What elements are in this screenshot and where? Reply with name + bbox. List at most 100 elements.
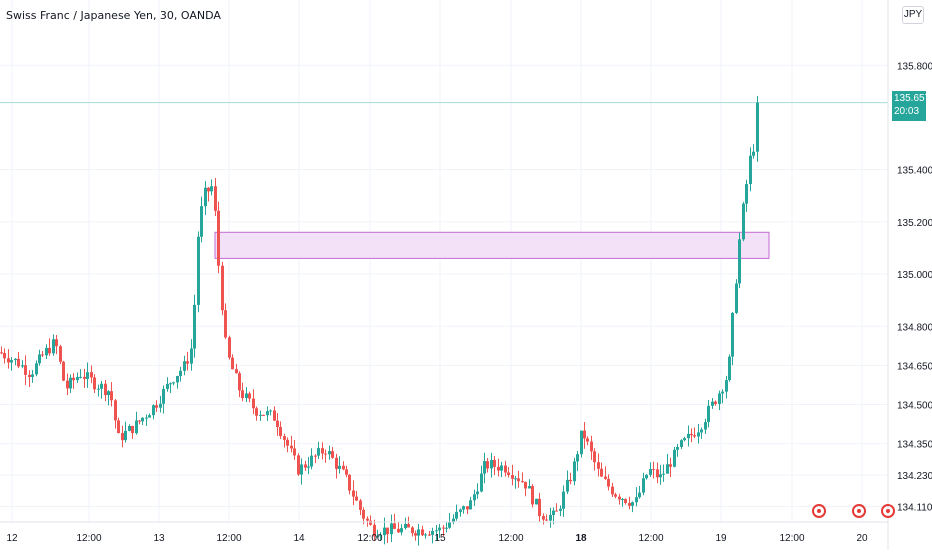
grid-lines xyxy=(0,0,888,522)
candle-body xyxy=(704,422,707,430)
candle-body xyxy=(352,490,355,497)
candle-body xyxy=(593,451,596,463)
candle-body xyxy=(338,465,341,469)
candle-body xyxy=(41,354,44,356)
candle-body xyxy=(652,469,655,471)
candle-body xyxy=(697,432,700,437)
price-axis[interactable]: 135.800 135.400 135.200 135.000 134.800 134.6… xyxy=(897,61,932,513)
candle-body xyxy=(166,383,169,389)
economic-event-icon[interactable] xyxy=(852,504,866,518)
candle-body xyxy=(500,465,503,471)
candle-body xyxy=(141,417,144,422)
candle-body xyxy=(480,473,483,492)
candle-body xyxy=(721,391,724,394)
candle-body xyxy=(21,365,24,367)
time-tick-label: 12 xyxy=(6,533,18,544)
candle-body xyxy=(476,491,479,495)
candle-body xyxy=(342,465,345,470)
candle-body xyxy=(321,448,324,454)
candle-body xyxy=(618,496,621,500)
candle-body xyxy=(462,506,465,510)
economic-event-icon[interactable] xyxy=(881,504,895,518)
candle-body xyxy=(604,476,607,479)
candle-body xyxy=(521,481,524,483)
candle-body xyxy=(386,527,389,535)
candle-body xyxy=(224,310,227,338)
candle-body xyxy=(552,510,555,515)
candle-body xyxy=(221,265,224,311)
candle-body xyxy=(183,361,186,371)
candle-body xyxy=(414,533,417,536)
candle-body xyxy=(628,502,631,506)
candle-body xyxy=(262,414,265,416)
time-tick-label: 12:00 xyxy=(779,533,804,544)
candle-body xyxy=(62,361,65,381)
candle-body xyxy=(600,468,603,477)
candle-body xyxy=(86,372,89,379)
candle-body xyxy=(31,374,34,377)
candle-body xyxy=(731,312,734,357)
candle-body xyxy=(131,425,134,434)
candle-body xyxy=(297,455,300,475)
candle-body xyxy=(400,528,403,533)
candle-body xyxy=(117,420,120,434)
time-tick-label: 15 xyxy=(434,533,446,544)
time-tick-label: 13 xyxy=(153,533,165,544)
candle-body xyxy=(656,469,659,478)
candle-body xyxy=(69,377,72,389)
candle-body xyxy=(52,339,55,354)
candle-body xyxy=(3,353,6,359)
economic-event-icon[interactable] xyxy=(812,504,826,518)
candle-body xyxy=(235,369,238,374)
candle-body xyxy=(210,186,213,192)
candle-body xyxy=(514,478,517,480)
candle-body xyxy=(35,363,38,375)
candle-body xyxy=(390,523,393,535)
candle-body xyxy=(642,478,645,493)
candle-body xyxy=(172,382,175,384)
candle-body xyxy=(317,448,320,456)
candle-body xyxy=(687,433,690,439)
candle-body xyxy=(259,414,262,416)
candle-body xyxy=(438,527,441,531)
symbol-title: Swiss Franc / Japanese Yen, 30, OANDA xyxy=(6,9,221,22)
candle-body xyxy=(252,398,255,409)
candle-body xyxy=(725,380,728,392)
candle-body xyxy=(307,466,310,468)
candle-body xyxy=(45,347,48,356)
candle-body xyxy=(745,184,748,204)
candle-body xyxy=(714,401,717,404)
candle-body xyxy=(676,446,679,450)
candle-body xyxy=(90,372,93,378)
candle-body xyxy=(359,500,362,510)
candle-body xyxy=(28,374,31,377)
candle-body xyxy=(528,486,531,489)
time-axis[interactable]: 12 12:00 13 12:00 14 12:00 15 12:00 18 12:00 19 12:… xyxy=(6,533,868,544)
candle-body xyxy=(0,352,3,354)
currency-badge[interactable]: JPY xyxy=(902,6,924,24)
candle-body xyxy=(186,361,189,364)
candle-body xyxy=(590,441,593,452)
candle-body xyxy=(507,472,510,476)
candle-body xyxy=(573,461,576,482)
price-tick-label: 134.110 xyxy=(897,502,932,513)
candle-body xyxy=(535,498,538,505)
candle-body xyxy=(290,445,293,449)
candle-body xyxy=(566,479,569,492)
candle-body xyxy=(669,464,672,467)
candle-body xyxy=(497,466,500,471)
candle-body xyxy=(72,377,75,381)
candle-body xyxy=(276,420,279,428)
candle-body xyxy=(659,474,662,478)
candle-body xyxy=(286,439,289,446)
candle-body xyxy=(752,151,755,156)
time-tick-label: 18 xyxy=(575,533,587,544)
candle-body xyxy=(448,522,451,528)
price-tick-label: 134.230 xyxy=(897,471,932,482)
time-tick-label: 12:00 xyxy=(76,533,101,544)
time-tick-label: 12:00 xyxy=(216,533,241,544)
candle-body xyxy=(190,348,193,364)
candle-body xyxy=(435,530,438,532)
